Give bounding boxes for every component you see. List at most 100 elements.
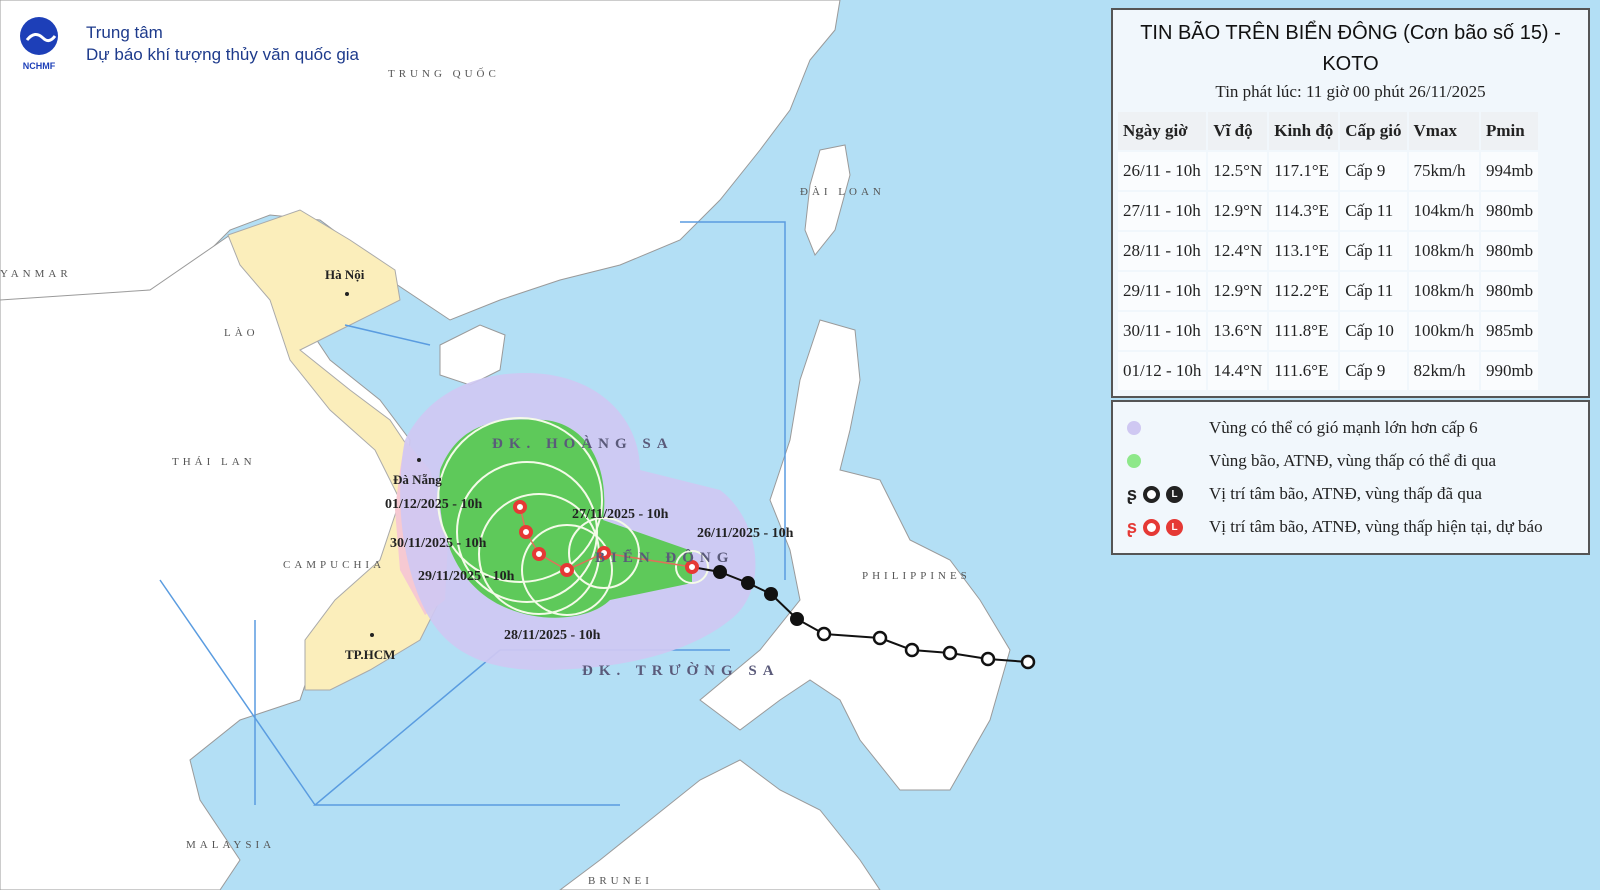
org-line1: Trung tâm bbox=[86, 23, 163, 42]
circle-icon-past bbox=[1143, 485, 1161, 503]
taiwan-land bbox=[804, 144, 851, 256]
past-storm-markers bbox=[713, 565, 804, 626]
org-line2: Dự báo khí tượng thủy văn quốc gia bbox=[86, 45, 360, 64]
forecast-storm-markers bbox=[513, 500, 699, 577]
table-cell: 26/11 - 10h bbox=[1118, 152, 1207, 190]
label-myanmar: YANMAR bbox=[0, 268, 72, 280]
table-cell: 12.5°N bbox=[1208, 152, 1268, 190]
table-cell: 112.2°E bbox=[1269, 272, 1339, 310]
table-cell: Cấp 9 bbox=[1340, 352, 1407, 390]
column-header: Vĩ độ bbox=[1208, 112, 1268, 150]
green-dot-icon bbox=[1127, 454, 1141, 468]
label-malaysia: MALAYSIA bbox=[186, 839, 275, 851]
legend-past: ʂ L Vị trí tâm bão, ATNĐ, vùng thấp đã q… bbox=[1127, 483, 1482, 504]
label-hoangsa: ĐK. HOÀNG SA bbox=[492, 435, 674, 452]
column-header: Ngày giờ bbox=[1118, 112, 1207, 150]
table-cell: 980mb bbox=[1480, 192, 1539, 230]
label-laos: LÀO bbox=[224, 327, 259, 339]
bulletin-panel: TIN BÃO TRÊN BIỂN ĐÔNG (Cơn bão số 15) -… bbox=[1111, 8, 1590, 398]
table-cell: 30/11 - 10h bbox=[1118, 312, 1207, 350]
label-hcm: TP.HCM bbox=[345, 647, 395, 662]
label-truongsa: ĐK. TRƯỜNG SA bbox=[582, 662, 780, 679]
purple-dot-icon bbox=[1127, 421, 1141, 435]
table-row: 01/12 - 10h 14.4°N 111.6°E Cấp 9 82km/h 990mb bbox=[1118, 352, 1539, 390]
label-hanoi: Hà Nội bbox=[325, 267, 365, 282]
forecast-label-28: 28/11/2025 - 10h bbox=[504, 628, 601, 643]
table-cell: 27/11 - 10h bbox=[1118, 192, 1207, 230]
column-header: Cấp gió bbox=[1340, 112, 1407, 150]
org-title: Trung tâm Dự báo khí tượng thủy văn quốc… bbox=[86, 22, 359, 66]
legend-forecast: ʂ L Vị trí tâm bão, ATNĐ, vùng thấp hiện… bbox=[1127, 516, 1543, 537]
table-cell: 117.1°E bbox=[1269, 152, 1339, 190]
philippines-land bbox=[699, 319, 1011, 791]
table-cell: 108km/h bbox=[1408, 272, 1479, 310]
table-cell: 12.9°N bbox=[1208, 192, 1268, 230]
table-cell: 01/12 - 10h bbox=[1118, 352, 1207, 390]
table-cell: 114.3°E bbox=[1269, 192, 1339, 230]
legend-strong-wind: Vùng có thể có gió mạnh lớn hơn cấp 6 bbox=[1127, 416, 1478, 440]
table-cell: 75km/h bbox=[1408, 152, 1479, 190]
circle-icon-forecast bbox=[1143, 518, 1161, 536]
table-cell: 108km/h bbox=[1408, 232, 1479, 270]
table-cell: 82km/h bbox=[1408, 352, 1479, 390]
storm-icon-past: ʂ bbox=[1127, 483, 1138, 504]
table-row: 29/11 - 10h 12.9°N 112.2°E Cấp 11 108km/h 980… bbox=[1118, 272, 1539, 310]
label-taiwan: ĐÀI LOAN bbox=[800, 186, 885, 198]
borneo-land bbox=[559, 759, 881, 890]
issued-time: Tin phát lúc: 11 giờ 00 phút 26/11/2025 bbox=[1215, 82, 1486, 101]
table-cell: 12.4°N bbox=[1208, 232, 1268, 270]
legend-storm-zone: Vùng bão, ATNĐ, vùng thấp có thể đi qua bbox=[1127, 449, 1496, 473]
label-brunei: BRUNEI bbox=[588, 875, 653, 887]
forecast-label-30: 30/11/2025 - 10h bbox=[390, 536, 487, 551]
table-cell: 104km/h bbox=[1408, 192, 1479, 230]
logo-text: NCHMF bbox=[22, 61, 56, 71]
table-cell: Cấp 11 bbox=[1340, 192, 1407, 230]
table-cell: 13.6°N bbox=[1208, 312, 1268, 350]
forecast-label-26: 26/11/2025 - 10h bbox=[697, 526, 794, 541]
table-cell: 113.1°E bbox=[1269, 232, 1339, 270]
table-cell: Cấp 9 bbox=[1340, 152, 1407, 190]
table-cell: 100km/h bbox=[1408, 312, 1479, 350]
past-low-markers bbox=[816, 626, 1036, 670]
forecast-label-01: 01/12/2025 - 10h bbox=[385, 497, 482, 512]
column-header: Pmin bbox=[1480, 112, 1539, 150]
table-cell: Cấp 11 bbox=[1340, 232, 1407, 270]
table-cell: Cấp 10 bbox=[1340, 312, 1407, 350]
table-cell: 980mb bbox=[1480, 272, 1539, 310]
label-philippines: PHILIPPINES bbox=[862, 570, 971, 582]
table-cell: 990mb bbox=[1480, 352, 1539, 390]
label-biendong: BIỂN ĐÔNG bbox=[595, 548, 734, 566]
label-china: TRUNG QUỐC bbox=[388, 67, 500, 80]
label-thailand: THÁI LAN bbox=[172, 456, 256, 468]
table-row: 30/11 - 10h 13.6°N 111.8°E Cấp 10 100km/h 985… bbox=[1118, 312, 1539, 350]
table-row: 26/11 - 10h 12.5°N 117.1°E Cấp 9 75km/h 994mb bbox=[1118, 152, 1539, 190]
table-cell: 12.9°N bbox=[1208, 272, 1268, 310]
label-cambodia: CAMPUCHIA bbox=[283, 559, 385, 571]
forecast-table: Ngày giờ Vĩ độ Kinh độ Cấp gió Vmax Pmin 26/1… bbox=[1116, 110, 1540, 392]
storm-icon-forecast: ʂ bbox=[1127, 516, 1138, 537]
vietnam-land bbox=[227, 209, 446, 691]
table-cell: Cấp 11 bbox=[1340, 272, 1407, 310]
label-danang: Đà Nẵng bbox=[393, 472, 442, 487]
low-icon-forecast: L bbox=[1166, 518, 1184, 536]
land bbox=[0, 0, 1011, 890]
table-cell: 111.8°E bbox=[1269, 312, 1339, 350]
forecast-label-27: 27/11/2025 - 10h bbox=[572, 507, 669, 522]
column-header: Vmax bbox=[1408, 112, 1479, 150]
table-cell: 985mb bbox=[1480, 312, 1539, 350]
table-row: 27/11 - 10h 12.9°N 114.3°E Cấp 11 104km/h 980… bbox=[1118, 192, 1539, 230]
hainan-land bbox=[439, 324, 506, 386]
bulletin-title: TIN BÃO TRÊN BIỂN ĐÔNG (Cơn bão số 15) -… bbox=[1140, 22, 1561, 75]
low-icon-past: L bbox=[1166, 485, 1184, 503]
forecast-label-29: 29/11/2025 - 10h bbox=[418, 569, 515, 584]
table-cell: 28/11 - 10h bbox=[1118, 232, 1207, 270]
table-cell: 14.4°N bbox=[1208, 352, 1268, 390]
legend-panel: Vùng có thể có gió mạnh lớn hơn cấp 6 Vù… bbox=[1111, 400, 1590, 555]
nchmf-logo: NCHMF bbox=[10, 12, 68, 74]
table-cell: 29/11 - 10h bbox=[1118, 272, 1207, 310]
table-cell: 994mb bbox=[1480, 152, 1539, 190]
table-row: 28/11 - 10h 12.4°N 113.1°E Cấp 11 108km/h 980… bbox=[1118, 232, 1539, 270]
column-header: Kinh độ bbox=[1269, 112, 1339, 150]
storm-zone-cone bbox=[439, 419, 692, 618]
